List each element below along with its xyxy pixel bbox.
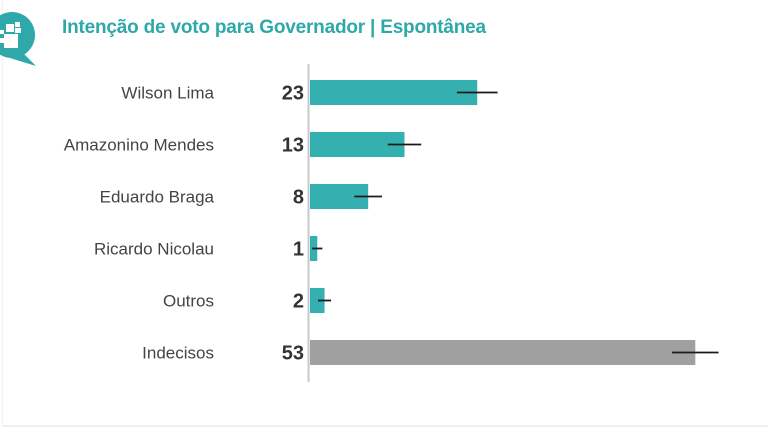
category-label: Indecisos <box>142 344 214 363</box>
value-label: 53 <box>282 343 304 365</box>
value-label: 13 <box>282 135 304 157</box>
bar-wilson-lima <box>310 80 478 105</box>
bar-outros <box>310 288 325 313</box>
category-label: Ricardo Nicolau <box>94 240 214 259</box>
value-label: 8 <box>293 187 304 209</box>
category-label: Amazonino Mendes <box>64 136 214 155</box>
speech-bubble-squares-icon <box>0 12 36 66</box>
category-label: Wilson Lima <box>121 84 214 103</box>
category-label: Eduardo Braga <box>100 188 215 207</box>
chart-title: Intenção de voto para Governador | Espon… <box>62 17 486 38</box>
value-label: 1 <box>293 239 304 261</box>
category-label: Outros <box>163 292 214 311</box>
value-label: 2 <box>293 291 304 313</box>
value-label: 23 <box>282 83 304 105</box>
bar-indecisos <box>310 340 696 365</box>
